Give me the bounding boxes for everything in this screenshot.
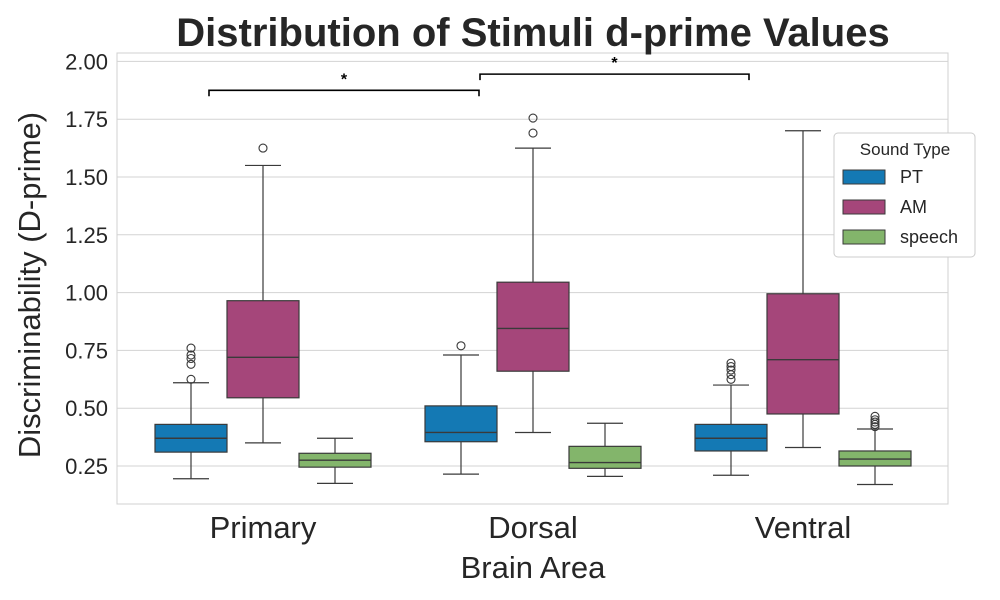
box-pt-ventral	[694, 358, 768, 476]
iqr-box	[766, 293, 840, 415]
box-speech-ventral	[838, 411, 912, 486]
legend-label: AM	[900, 197, 927, 217]
series-speech	[298, 411, 912, 486]
outlier-point	[870, 411, 880, 421]
outlier-point	[870, 417, 880, 427]
iqr-box	[496, 281, 570, 372]
x-tick-label: Ventral	[755, 510, 852, 545]
significance-marker: *	[611, 55, 618, 72]
x-axis-label: Brain Area	[461, 550, 607, 585]
bracket-line	[479, 73, 750, 81]
iqr-box	[424, 405, 498, 443]
significance-bracket: *	[208, 71, 480, 97]
outlier-point	[186, 350, 196, 360]
legend-label: speech	[900, 227, 958, 247]
legend: Sound Type PT AM speech	[833, 132, 976, 258]
box-series	[154, 113, 912, 486]
y-tick-labels: 0.25 0.50 0.75 1.00 1.25 1.50 1.75 2.00	[65, 49, 108, 479]
outlier-point	[726, 365, 736, 375]
box-am-primary	[226, 143, 300, 444]
y-tick-label: 1.75	[65, 107, 108, 132]
box-pt-dorsal	[424, 341, 498, 475]
outlier-point	[186, 353, 196, 364]
outlier-point	[528, 128, 538, 138]
x-tick-label: Dorsal	[488, 510, 578, 545]
outlier-point	[726, 358, 736, 368]
iqr-box	[226, 300, 300, 399]
significance-annotations: **	[208, 55, 750, 97]
legend-swatch	[842, 169, 886, 185]
significance-bracket: *	[479, 55, 750, 81]
legend-swatch	[842, 199, 886, 215]
legend-item-am: AM	[842, 197, 927, 217]
y-tick-label: 1.50	[65, 165, 108, 190]
outlier-point	[258, 143, 268, 153]
box-speech-primary	[298, 437, 372, 484]
legend-label: PT	[900, 167, 923, 187]
outlier-point	[186, 374, 196, 384]
series-am	[226, 113, 840, 449]
x-tick-labels: Primary Dorsal Ventral	[210, 510, 852, 545]
box-am-dorsal	[496, 113, 570, 434]
significance-marker: *	[341, 71, 348, 88]
outlier-point	[870, 415, 880, 425]
y-tick-label: 2.00	[65, 49, 108, 74]
legend-frame	[833, 132, 976, 258]
y-axis-label: Discriminability (D-prime)	[12, 112, 47, 458]
y-tick-label: 0.75	[65, 338, 108, 363]
outlier-point	[726, 362, 736, 372]
chart-title: Distribution of Stimuli d-prime Values	[176, 11, 889, 55]
legend-swatch	[842, 229, 886, 245]
series-pt	[154, 341, 768, 480]
bracket-line	[208, 89, 480, 97]
y-tick-label: 0.25	[65, 454, 108, 479]
box-pt-primary	[154, 343, 228, 480]
y-tick-label: 0.50	[65, 396, 108, 421]
y-tick-label: 1.00	[65, 281, 108, 306]
legend-item-speech: speech	[842, 227, 958, 247]
outlier-point	[456, 341, 466, 351]
box-am-ventral	[766, 130, 840, 449]
legend-item-pt: PT	[842, 167, 923, 187]
legend-title: Sound Type	[860, 140, 950, 159]
outlier-point	[186, 359, 196, 369]
outlier-point	[186, 343, 196, 353]
legend-items: PT AM speech	[842, 167, 958, 247]
x-tick-label: Primary	[210, 510, 317, 545]
box-speech-dorsal	[568, 422, 642, 478]
outlier-point	[726, 374, 736, 384]
outlier-point	[528, 113, 538, 123]
iqr-box	[568, 445, 642, 469]
outlier-point	[870, 422, 880, 432]
y-tick-label: 1.25	[65, 223, 108, 248]
